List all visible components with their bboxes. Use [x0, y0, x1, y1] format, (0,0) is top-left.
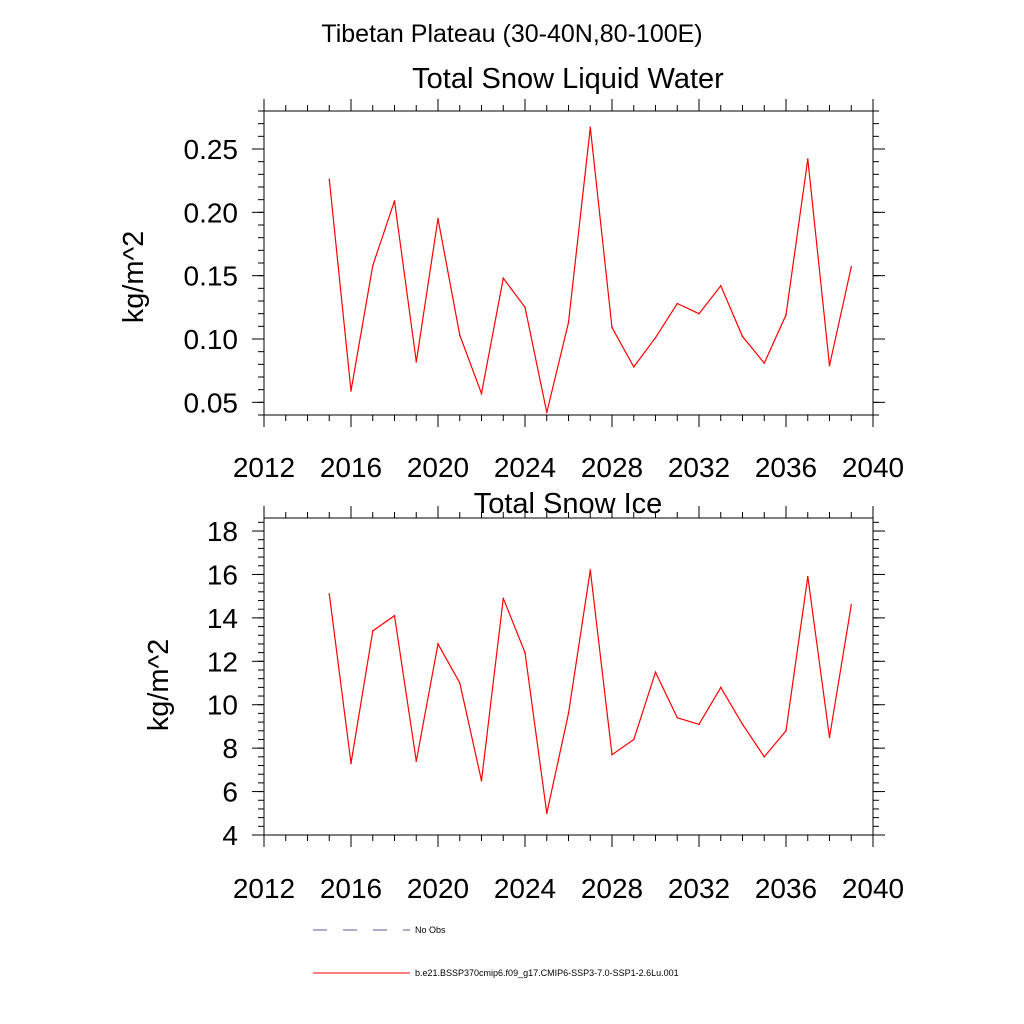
x-tick-label: 2024 [494, 873, 556, 904]
data-point [828, 364, 831, 367]
data-point [567, 321, 570, 324]
y-tick-label: 0.05 [184, 387, 239, 418]
data-point [589, 569, 592, 571]
data-point [676, 302, 679, 305]
chart-panel-liquid-water: Total Snow Liquid Water kg/m^2 2012 2016 2… [118, 63, 904, 483]
data-point [719, 285, 722, 287]
x-tick-label: 2028 [581, 873, 643, 904]
data-point [502, 277, 505, 280]
y-tick-label: 0.20 [184, 197, 239, 228]
data-point [785, 729, 787, 732]
data-point [698, 723, 700, 726]
x-tick-label: 2032 [668, 452, 730, 483]
data-point [806, 158, 809, 160]
data-point [763, 362, 766, 364]
x-tick-label: 2040 [842, 452, 904, 483]
data-point [393, 614, 396, 617]
x-tick-label: 2036 [755, 452, 817, 483]
y-tick-label: 8 [222, 733, 238, 764]
y-tick-label: 0.10 [184, 324, 239, 355]
data-point [611, 326, 613, 329]
legend-item-no-obs: No Obs [313, 925, 446, 935]
data-point [350, 762, 352, 765]
data-point [589, 126, 592, 129]
data-point [785, 314, 787, 316]
x-tick-label: 2028 [581, 452, 643, 483]
x-tick-label: 2016 [320, 452, 382, 483]
data-point [545, 411, 548, 414]
data-point [524, 306, 526, 309]
data-point [524, 651, 526, 654]
data-point [328, 178, 331, 181]
legend-label: No Obs [415, 925, 446, 935]
data-point [741, 723, 744, 726]
chart-panel-snow-ice: Total Snow Ice kg/m^2 2012 2016 2020 2024 20… [143, 488, 904, 904]
y-tick-label: 14 [207, 603, 238, 634]
x-tick-label: 2032 [668, 873, 730, 904]
legend: No Obs b.e21.BSSP370cmip6.f09_g17.CMIP6-… [313, 925, 679, 978]
y-tick-label: 0.25 [184, 134, 239, 165]
y-tick-label: 18 [207, 516, 238, 547]
data-point [350, 390, 352, 392]
x-tick-label: 2016 [320, 873, 382, 904]
y-tick-label: 12 [207, 646, 238, 677]
data-point [741, 335, 744, 338]
data-point [632, 738, 635, 741]
data-point [480, 392, 483, 395]
plot-area: 2012 2016 2020 2024 2028 2032 2036 2040 4 6 8 10 12 1… [207, 506, 904, 904]
x-tick-label: 2040 [842, 873, 904, 904]
data-point [676, 716, 679, 719]
data-point [545, 812, 548, 815]
data-point [458, 334, 461, 337]
data-point [458, 682, 461, 684]
x-tick-label: 2012 [233, 452, 295, 483]
data-point [654, 336, 657, 339]
y-axis-label: kg/m^2 [143, 639, 175, 732]
data-point [567, 712, 570, 715]
data-point [415, 760, 418, 762]
data-point [698, 312, 700, 315]
y-tick-label: 6 [222, 777, 238, 808]
data-point [371, 264, 374, 267]
data-point [437, 217, 439, 220]
x-tick-label: 2020 [407, 873, 469, 904]
data-point [806, 575, 809, 578]
plot-area: 2012 2016 2020 2024 2028 2032 2036 2040 0.05 0.10… [184, 99, 904, 483]
data-point [654, 671, 657, 673]
data-point [763, 756, 766, 758]
legend-label: b.e21.BSSP370cmip6.f09_g17.CMIP6-SSP3-7.… [415, 968, 679, 978]
data-point [611, 753, 613, 756]
data-point [632, 366, 635, 368]
data-point [393, 200, 396, 202]
y-tick-label: 10 [207, 690, 238, 721]
data-point [415, 361, 418, 363]
y-axis-label: kg/m^2 [118, 231, 150, 324]
data-point [502, 597, 505, 600]
data-point [850, 604, 853, 606]
data-point [328, 593, 331, 595]
x-tick-label: 2012 [233, 873, 295, 904]
y-tick-label: 16 [207, 559, 238, 590]
x-tick-label: 2036 [755, 873, 817, 904]
chart-title: Total Snow Liquid Water [412, 63, 724, 95]
y-tick-label: 0.15 [184, 261, 239, 292]
data-point [850, 266, 853, 268]
legend-item-model-run: b.e21.BSSP370cmip6.f09_g17.CMIP6-SSP3-7.… [313, 968, 679, 978]
data-point [437, 643, 439, 645]
data-point [480, 779, 483, 782]
y-tick-label: 4 [222, 820, 238, 851]
x-tick-label: 2024 [494, 452, 556, 483]
data-point [719, 686, 722, 689]
x-tick-label: 2020 [407, 452, 469, 483]
data-point [828, 736, 831, 739]
figure-main-title: Tibetan Plateau (30-40N,80-100E) [321, 20, 702, 48]
data-point [371, 630, 374, 632]
